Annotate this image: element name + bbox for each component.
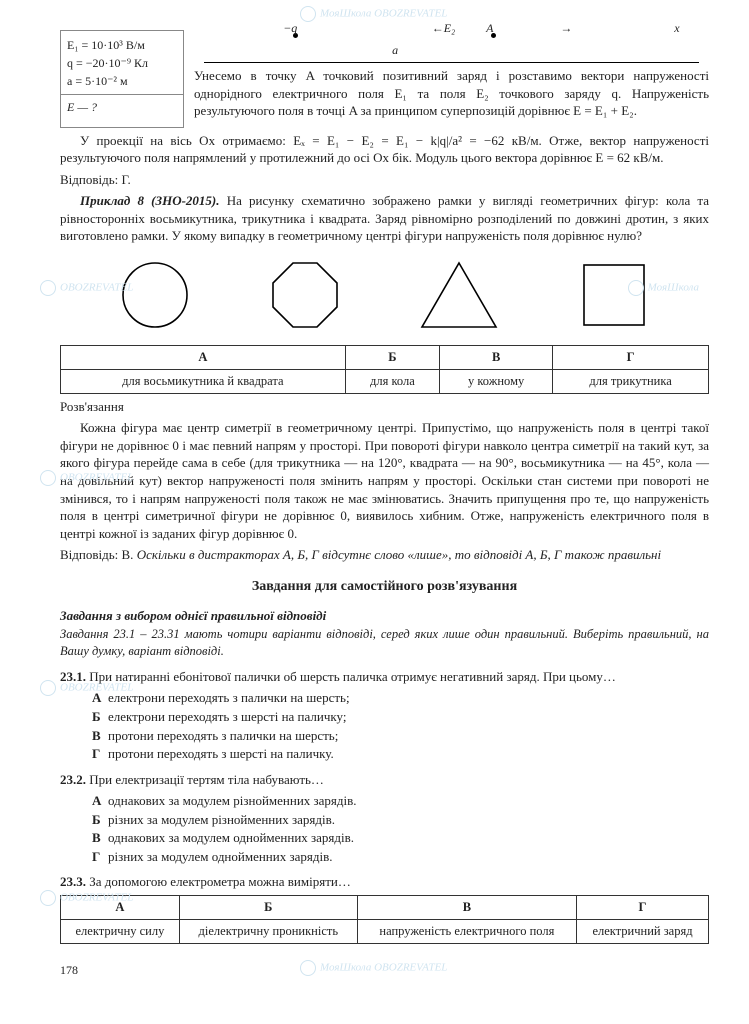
td-a: для восьмикутника й квадрата [61, 369, 346, 393]
question-23-2: 23.2. При електризації тертям тіла набув… [60, 771, 709, 789]
answer-1: Відповідь: Г. [60, 171, 709, 189]
shapes-row [80, 255, 689, 335]
th2-a: А [61, 895, 180, 919]
td2-g: електричний заряд [577, 919, 709, 943]
th2-g: Г [577, 895, 709, 919]
th-b: Б [345, 346, 439, 370]
th2-b: Б [179, 895, 357, 919]
answer-2: Відповідь: В. Оскільки в дистракторах А,… [60, 546, 709, 564]
answer-table-2: А Б В Г електричну силу діелектричну про… [60, 895, 709, 944]
example-8: Приклад 8 (ЗНО-2015). На рисунку схемати… [60, 192, 709, 245]
given-values-box: E₁ = 10·10³ В/м q = −20·10⁻⁹ Кл a = 5·10… [60, 30, 184, 128]
watermark: МояШкола OBOZREVATEL [300, 6, 447, 22]
square-icon [574, 255, 654, 335]
section-title: Завдання для самостійного розв'язування [60, 578, 709, 597]
given-find: E — ? [67, 99, 177, 115]
td-v: у кожному [440, 369, 553, 393]
triangle-icon [414, 255, 504, 335]
page-number: 178 [60, 962, 709, 978]
td2-v: напруженість електричного поля [357, 919, 576, 943]
given-e1: E₁ = 10·10³ В/м [67, 37, 177, 53]
answers-23-2: Аоднакових за модулем різнойменних заряд… [92, 792, 709, 865]
answer-table-1: А Б В Г для восьмикутника й квадрата для… [60, 345, 709, 394]
td2-a: електричну силу [61, 919, 180, 943]
td2-b: діелектричну проникність [179, 919, 357, 943]
explanation-p1: Унесемо в точку A точковий позитивний за… [194, 67, 709, 120]
circle-icon [115, 255, 195, 335]
solution-heading: Розв'язання [60, 398, 709, 416]
vector-diagram: −q ←E₂ A → x a Унесемо в точку A точкови… [194, 30, 709, 128]
task-instructions: Завдання 23.1 – 23.31 мають чотири варіа… [60, 626, 709, 660]
explanation-p2: У проекції на вісь Ox отримаємо: Eₓ = E₁… [60, 132, 709, 167]
octagon-icon [265, 255, 345, 335]
td-g: для трикутника [553, 369, 709, 393]
question-23-3: 23.3. За допомогою електрометра можна ви… [60, 873, 709, 891]
subsection-heading: Завдання з вибором однієї правильної від… [60, 607, 709, 625]
given-q: q = −20·10⁻⁹ Кл [67, 55, 177, 71]
solution-text: Кожна фігура має центр симетрії в геомет… [60, 419, 709, 542]
th2-v: В [357, 895, 576, 919]
td-b: для кола [345, 369, 439, 393]
th-a: А [61, 346, 346, 370]
answers-23-1: Аелектрони переходять з палички на шерст… [92, 689, 709, 762]
th-v: В [440, 346, 553, 370]
th-g: Г [553, 346, 709, 370]
given-a: a = 5·10⁻² м [67, 73, 177, 89]
question-23-1: 23.1. При натиранні ебонітової палички о… [60, 668, 709, 686]
